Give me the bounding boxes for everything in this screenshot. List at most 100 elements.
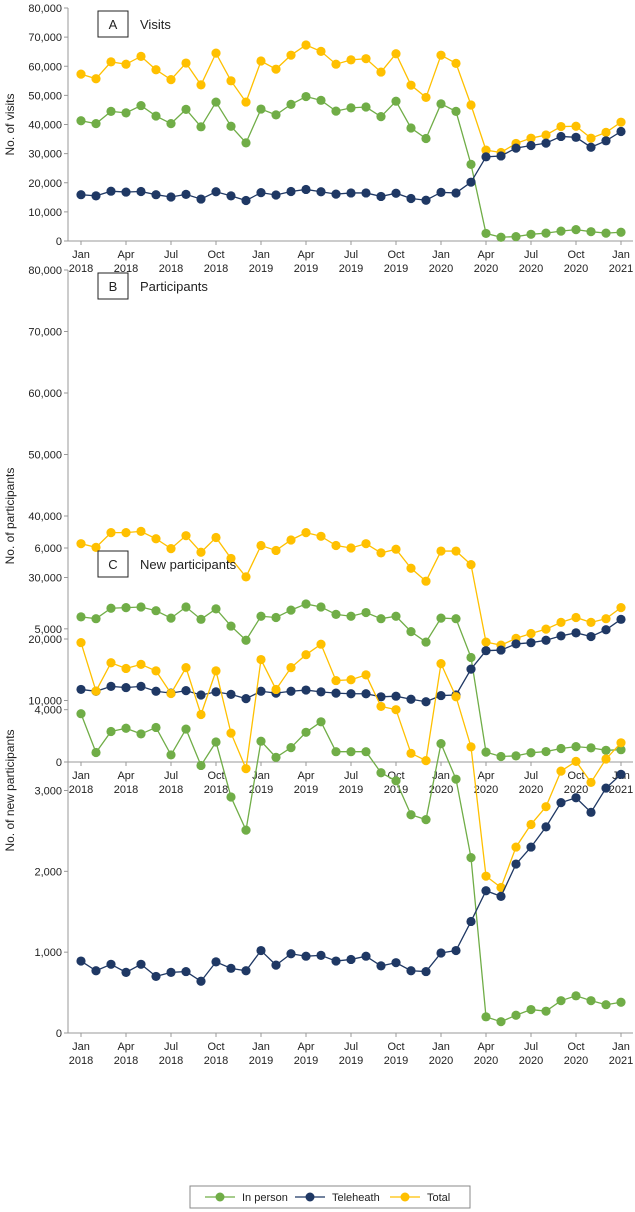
data-point bbox=[121, 108, 131, 118]
data-point bbox=[331, 106, 341, 116]
data-point bbox=[391, 705, 401, 715]
x-tick-label-month: Jan bbox=[612, 249, 630, 261]
data-point bbox=[301, 685, 311, 695]
data-point bbox=[166, 688, 176, 699]
data-point bbox=[391, 544, 401, 554]
y-tick-label: 4,000 bbox=[34, 705, 62, 717]
data-point bbox=[196, 760, 206, 771]
data-point bbox=[451, 774, 461, 784]
data-point bbox=[106, 186, 116, 196]
x-tick-label-month: Jul bbox=[524, 1041, 538, 1053]
x-tick-label-year: 2020 bbox=[474, 1055, 498, 1067]
x-tick-label-year: 2018 bbox=[204, 263, 228, 275]
data-point bbox=[271, 612, 281, 623]
data-point bbox=[616, 738, 626, 748]
y-tick-label: 6,000 bbox=[34, 543, 62, 555]
x-tick-label-month: Apr bbox=[297, 770, 314, 782]
data-point bbox=[421, 92, 431, 103]
data-point bbox=[256, 104, 266, 114]
data-point bbox=[541, 130, 551, 140]
data-point bbox=[391, 49, 401, 59]
data-point bbox=[376, 112, 386, 122]
y-tick-label: 0 bbox=[56, 1028, 62, 1040]
data-point bbox=[346, 954, 356, 965]
data-point bbox=[541, 624, 551, 634]
y-tick-label: 3,000 bbox=[34, 786, 62, 798]
data-point bbox=[556, 996, 566, 1006]
data-point bbox=[496, 645, 506, 655]
data-point bbox=[256, 686, 266, 696]
data-point bbox=[616, 227, 626, 237]
data-point bbox=[316, 639, 326, 649]
x-tick-label-year: 2020 bbox=[429, 784, 453, 796]
data-point bbox=[166, 750, 176, 760]
data-point bbox=[526, 133, 536, 143]
y-tick-label: 50,000 bbox=[28, 90, 62, 102]
data-point bbox=[121, 663, 131, 674]
y-tick-label: 30,000 bbox=[28, 149, 62, 161]
y-tick-label: 0 bbox=[56, 757, 62, 769]
data-point bbox=[586, 142, 596, 152]
data-point bbox=[286, 186, 296, 197]
data-point bbox=[406, 694, 416, 704]
y-tick-label: 10,000 bbox=[28, 696, 62, 708]
y-tick-label: 40,000 bbox=[28, 511, 62, 523]
data-point bbox=[211, 737, 221, 747]
x-tick-label-year: 2018 bbox=[204, 784, 228, 796]
legend-marker bbox=[305, 1192, 315, 1202]
data-point bbox=[346, 611, 356, 621]
data-point bbox=[226, 728, 236, 738]
data-point bbox=[211, 957, 221, 967]
x-tick-label-month: Oct bbox=[207, 249, 224, 261]
data-point bbox=[571, 225, 581, 235]
data-point bbox=[166, 192, 176, 202]
x-tick-label-month: Jan bbox=[432, 770, 450, 782]
data-point bbox=[226, 76, 236, 86]
data-point bbox=[181, 602, 191, 612]
data-point bbox=[526, 229, 536, 239]
data-point bbox=[286, 686, 296, 696]
data-point bbox=[196, 547, 206, 557]
data-point bbox=[91, 686, 101, 696]
series-line-in-person bbox=[80, 713, 622, 1023]
data-point bbox=[241, 825, 251, 835]
data-point bbox=[571, 132, 581, 142]
data-point bbox=[526, 748, 536, 758]
data-point bbox=[571, 742, 581, 752]
data-point bbox=[76, 612, 86, 622]
data-point bbox=[211, 48, 221, 58]
data-point bbox=[301, 650, 311, 660]
panel-B: 0 10,000 20,000 30,000 40,000 50,000 60,000 70,… bbox=[3, 265, 633, 796]
panel-A: 0 10,000 20,000 30,000 40,000 50,000 60,000 70,… bbox=[3, 3, 633, 275]
panel-title: Visits bbox=[140, 17, 171, 32]
data-point bbox=[571, 756, 581, 767]
data-point bbox=[421, 697, 431, 707]
data-point bbox=[586, 996, 596, 1006]
y-tick-label: 0 bbox=[56, 236, 62, 248]
data-point bbox=[616, 745, 626, 755]
data-point bbox=[91, 191, 101, 201]
data-point bbox=[241, 572, 251, 582]
data-point bbox=[301, 528, 311, 538]
data-point bbox=[331, 675, 341, 686]
data-point bbox=[316, 187, 326, 197]
data-point bbox=[421, 755, 431, 766]
data-point bbox=[571, 991, 581, 1001]
data-point bbox=[601, 745, 611, 755]
x-tick-label-year: 2020 bbox=[474, 263, 498, 275]
data-point bbox=[526, 638, 536, 648]
data-point bbox=[331, 609, 341, 620]
data-point bbox=[91, 74, 101, 84]
data-point bbox=[571, 612, 581, 623]
data-point bbox=[511, 232, 521, 242]
data-point bbox=[421, 195, 431, 205]
data-point bbox=[316, 717, 326, 727]
data-point bbox=[181, 104, 191, 114]
data-point bbox=[271, 64, 281, 74]
data-point bbox=[256, 654, 266, 665]
data-point bbox=[106, 681, 116, 691]
x-tick-label-year: 2019 bbox=[249, 1055, 273, 1067]
data-point bbox=[121, 682, 131, 693]
data-point bbox=[226, 191, 236, 201]
